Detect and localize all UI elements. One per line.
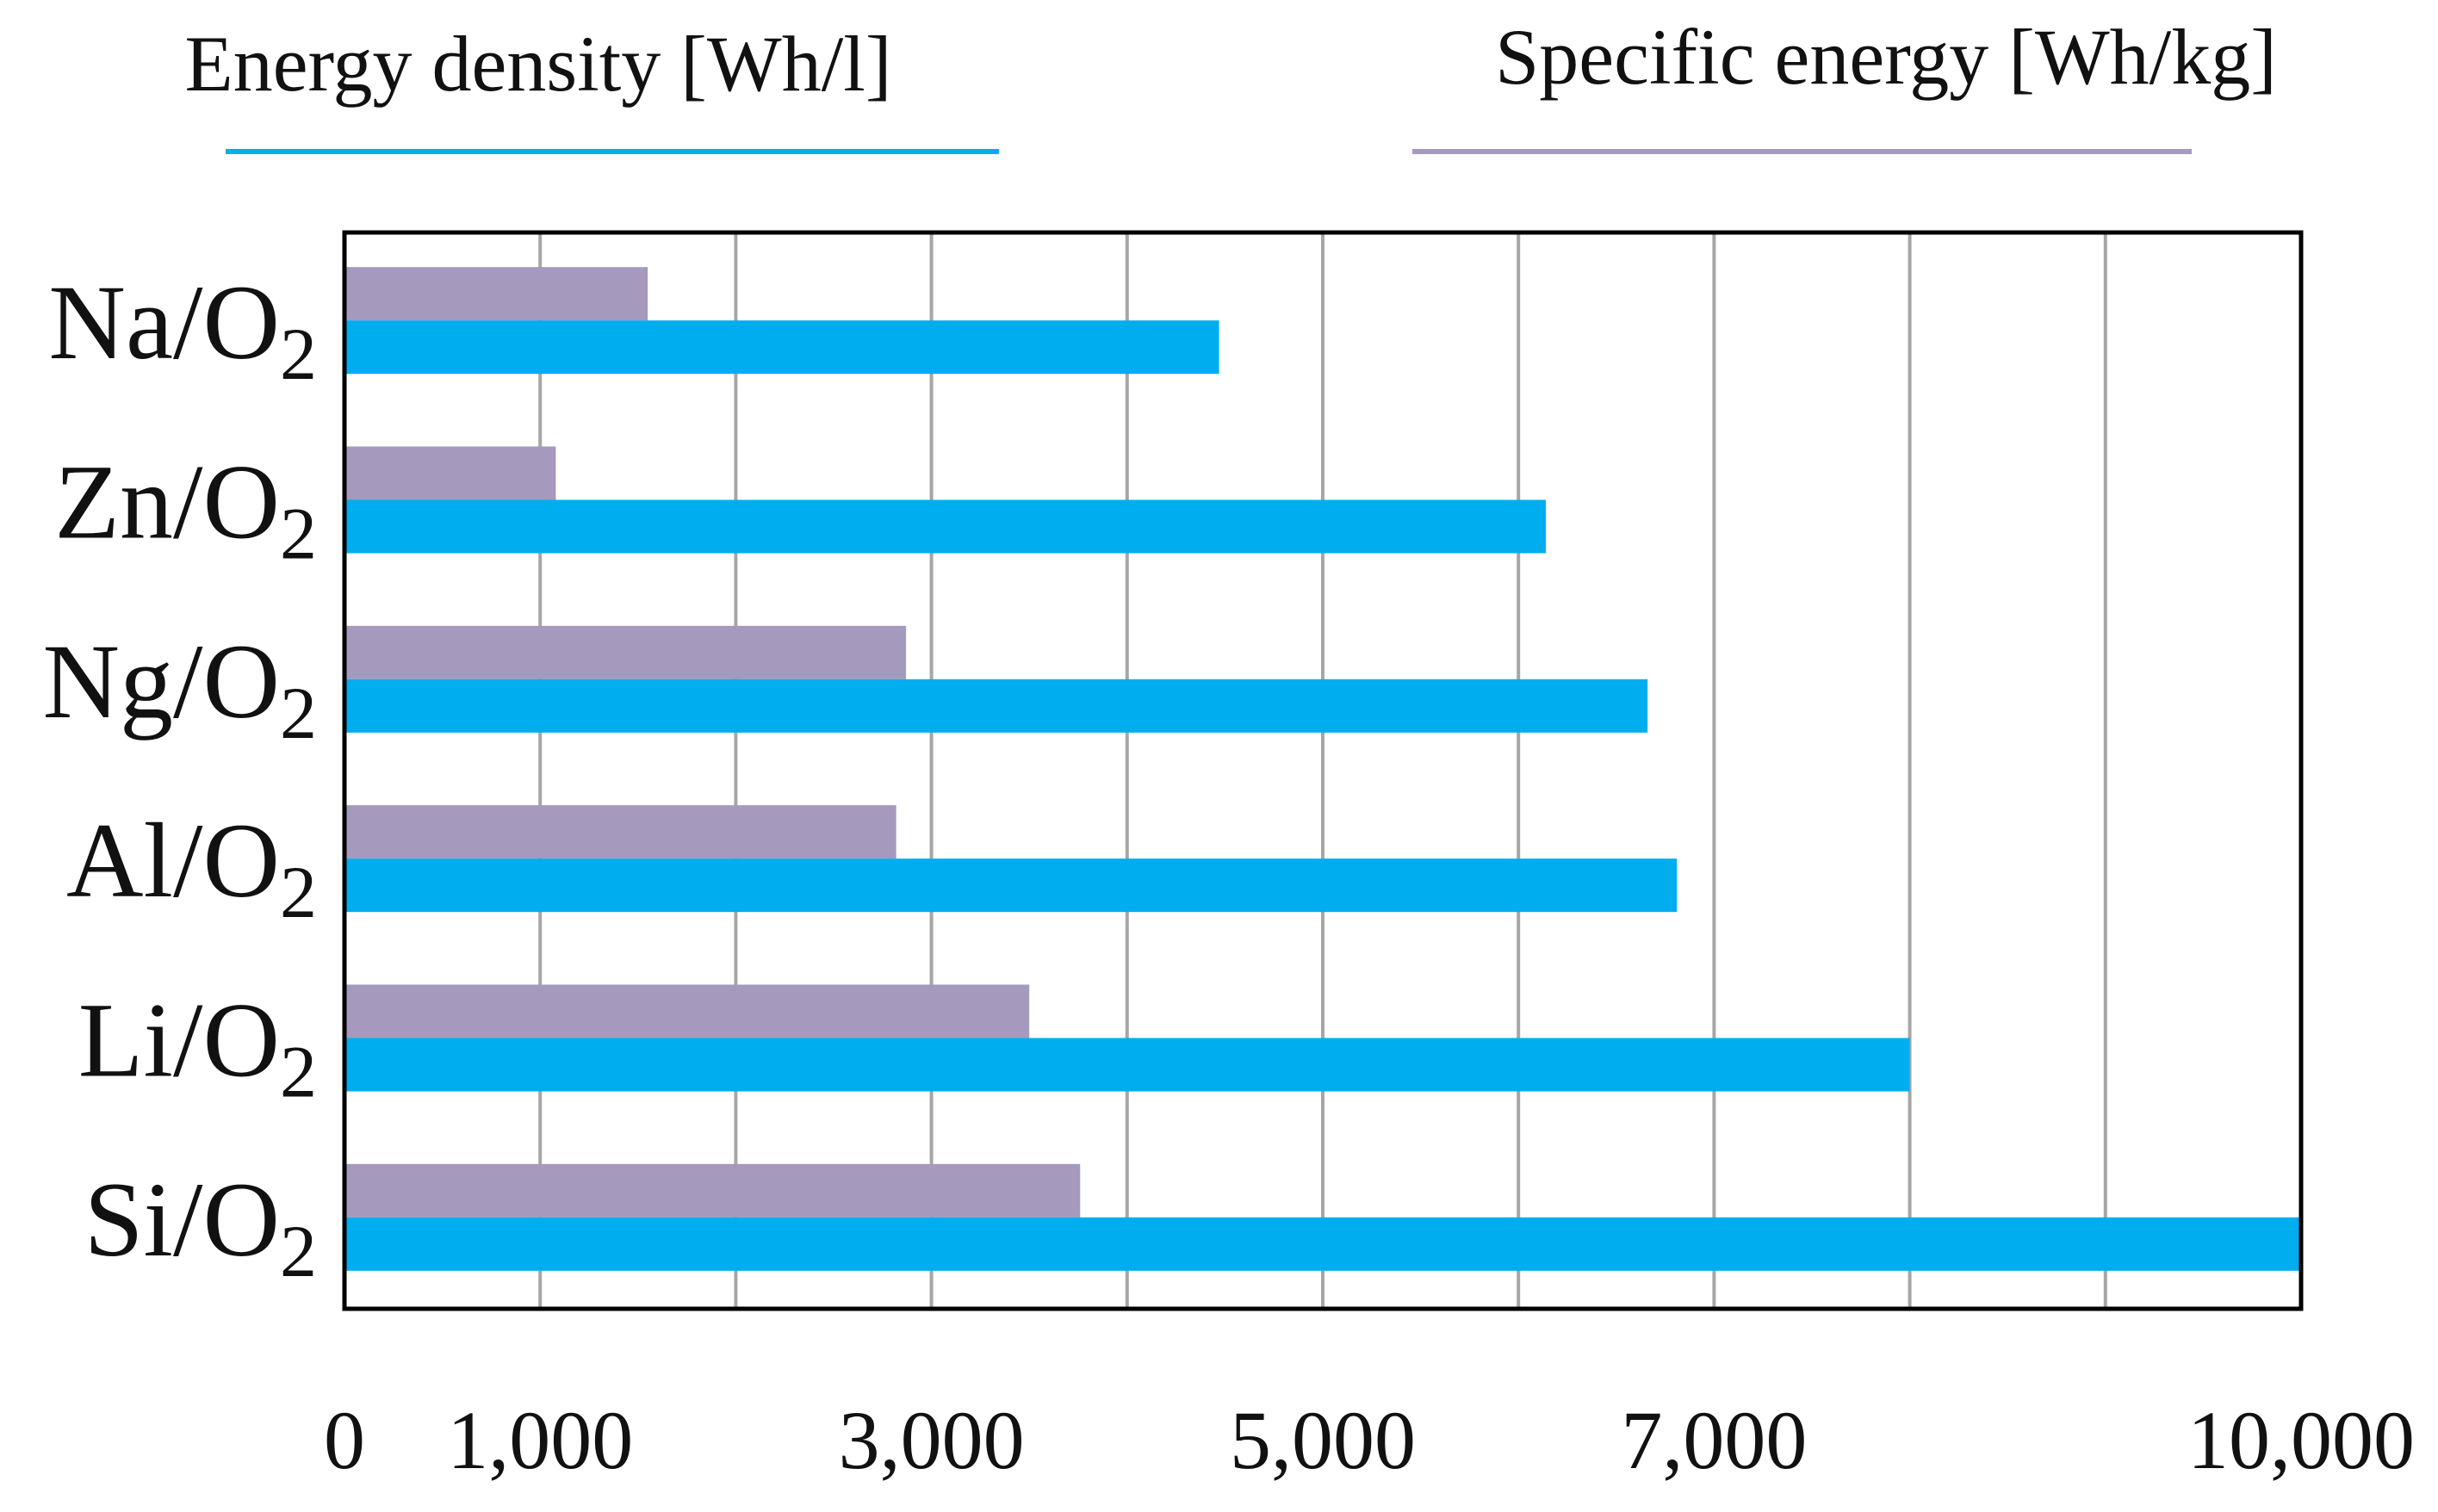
y-label-si: Si/O2 <box>84 1161 317 1292</box>
legend: Energy density [Wh/l] Specific energy [Wh… <box>185 13 2277 154</box>
specific-energy-bar-na <box>346 267 648 321</box>
energy-density-bar-zn <box>346 499 1547 554</box>
y-label-na: Na/O2 <box>48 263 317 395</box>
plot-frame <box>342 230 2304 1311</box>
y-axis-labels: Na/O2 Zn/O2 Ng/O2 Al/O2 Li/O2 Si/O2 <box>42 263 317 1292</box>
specific-energy-bar-ng <box>346 625 907 679</box>
energy-density-bar-na <box>346 320 1219 375</box>
y-label-al: Al/O2 <box>66 802 317 933</box>
energy-density-bar-si <box>346 1217 2301 1271</box>
x-tick-label-1000: 1,000 <box>447 1394 633 1486</box>
y-label-ng: Ng/O2 <box>42 623 317 754</box>
plot-border <box>342 230 2304 1311</box>
x-tick-label-10000: 10,000 <box>2187 1394 2415 1486</box>
specific-energy-bar-al <box>346 805 896 859</box>
energy-density-bar-al <box>346 858 1678 913</box>
legend-label-specific-energy: Specific energy [Wh/kg] <box>1495 13 2277 101</box>
specific-energy-bar-zn <box>346 446 556 500</box>
y-label-zn: Zn/O2 <box>54 443 317 575</box>
y-label-li: Li/O2 <box>78 982 317 1113</box>
specific-energy-bar-si <box>346 1163 1081 1218</box>
bars <box>346 267 2301 1271</box>
x-tick-label-5000: 5,000 <box>1230 1394 1416 1486</box>
x-axis-tick-labels: 0 1,000 3,000 5,000 7,000 10,000 <box>324 1394 2415 1486</box>
gridlines <box>538 232 2107 1309</box>
legend-label-energy-density: Energy density [Wh/l] <box>185 20 892 108</box>
x-tick-label-3000: 3,000 <box>839 1394 1025 1486</box>
x-tick-label-0: 0 <box>324 1394 365 1486</box>
x-tick-label-7000: 7,000 <box>1621 1394 1807 1486</box>
energy-density-bar-li <box>346 1038 1910 1092</box>
energy-density-bar-ng <box>346 679 1648 733</box>
specific-energy-bar-li <box>346 984 1030 1038</box>
